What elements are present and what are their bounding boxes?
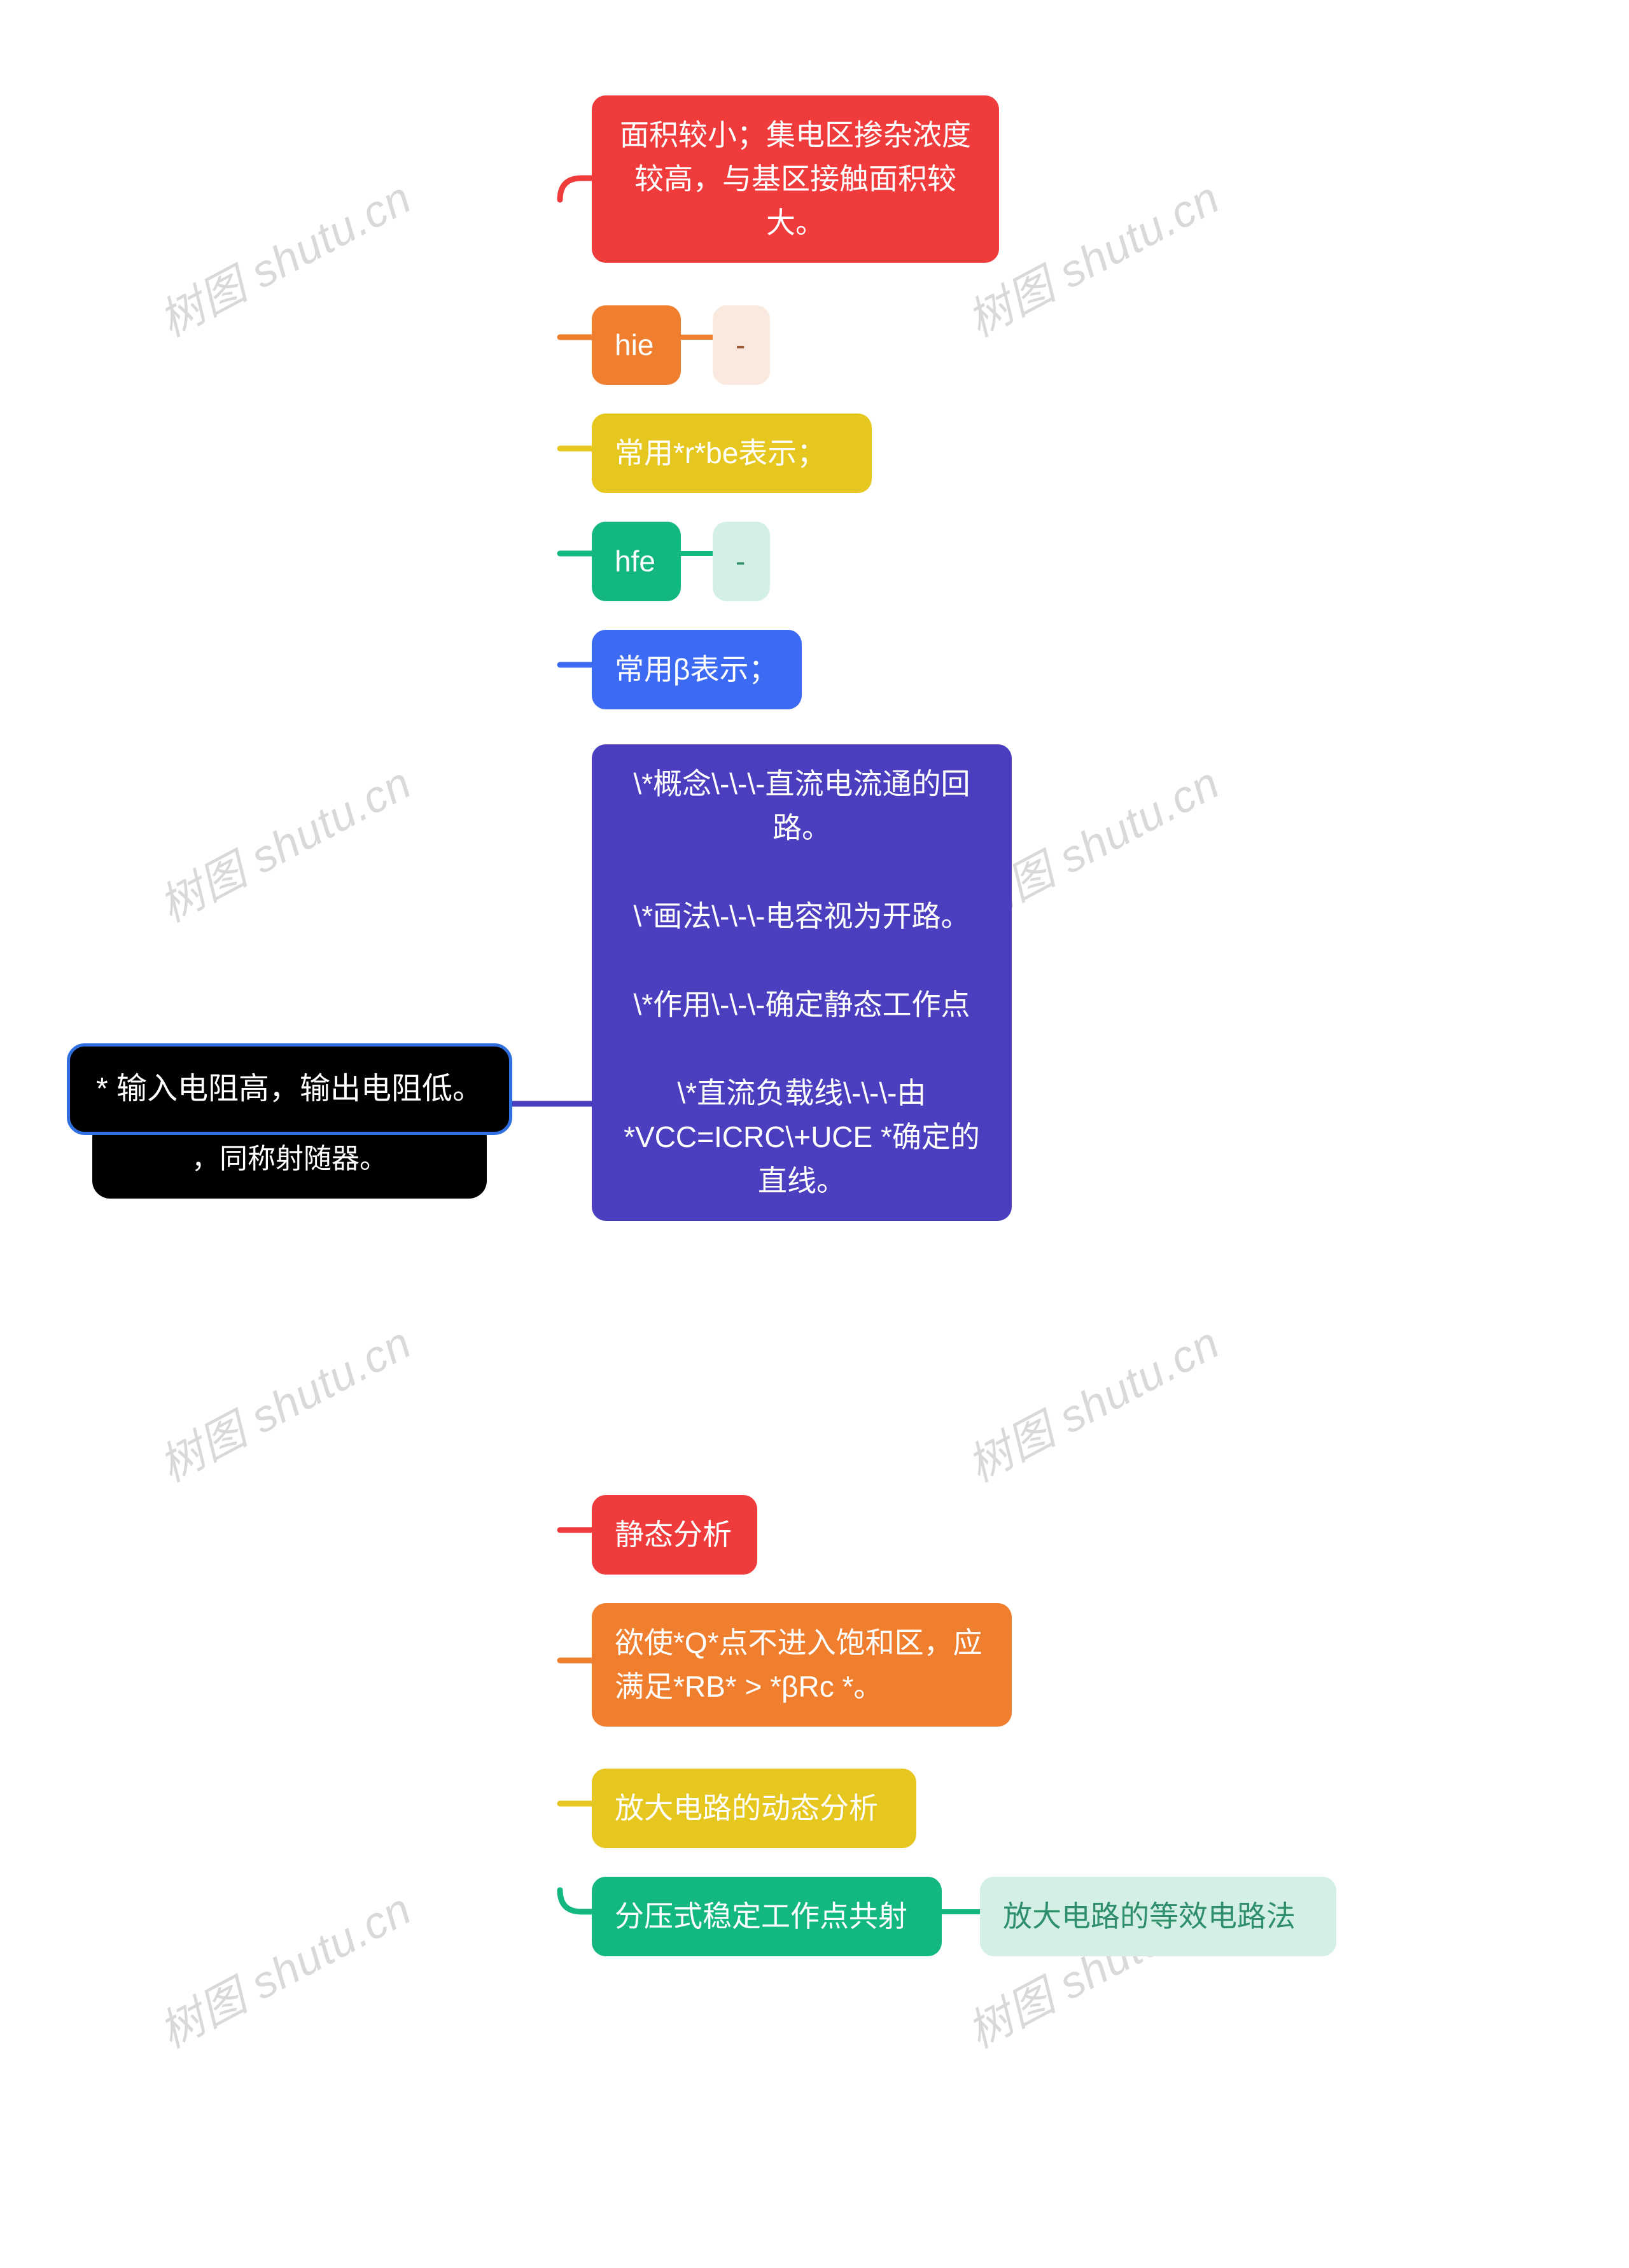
mindmap-node[interactable]: 常用*r*be表示； [592,414,872,493]
mindmap-child-node[interactable]: - [713,305,770,385]
mindmap-child-node[interactable]: - [713,522,770,601]
watermark: 树图 shutu.cn [146,748,421,935]
mindmap-node[interactable]: hfe [592,522,681,601]
mindmap-node[interactable]: hie [592,305,681,385]
watermark: 树图 shutu.cn [146,1308,421,1494]
mindmap-node[interactable]: 分压式稳定工作点共射 [592,1877,942,1956]
mindmap-node[interactable]: 面积较小；集电区掺杂浓度较高，与基区接触面积较大。 [592,95,999,263]
root-node-front[interactable]: * 输入电阻高，输出电阻低。 [67,1043,512,1135]
mindmap-node[interactable]: \*概念\-\-\-直流电流通的回路。\*画法\-\-\-电容视为开路。\*作用… [592,744,1012,1221]
mindmap-node[interactable]: 欲使*Q*点不进入饱和区，应满足*RB* > *βRc *。 [592,1603,1012,1727]
mindmap-node[interactable]: 常用β表示； [592,630,802,709]
mindmap-node[interactable]: 放大电路的动态分析 [592,1769,916,1848]
watermark: 树图 shutu.cn [954,1308,1229,1494]
mindmap-canvas: ，同称射随器。 * 输入电阻高，输出电阻低。 树图 shutu.cn树图 shu… [0,0,1629,2268]
watermark: 树图 shutu.cn [146,163,421,349]
mindmap-child-node[interactable]: 放大电路的等效电路法 [980,1877,1336,1956]
mindmap-node[interactable]: 静态分析 [592,1495,757,1575]
watermark: 树图 shutu.cn [146,1874,421,2061]
